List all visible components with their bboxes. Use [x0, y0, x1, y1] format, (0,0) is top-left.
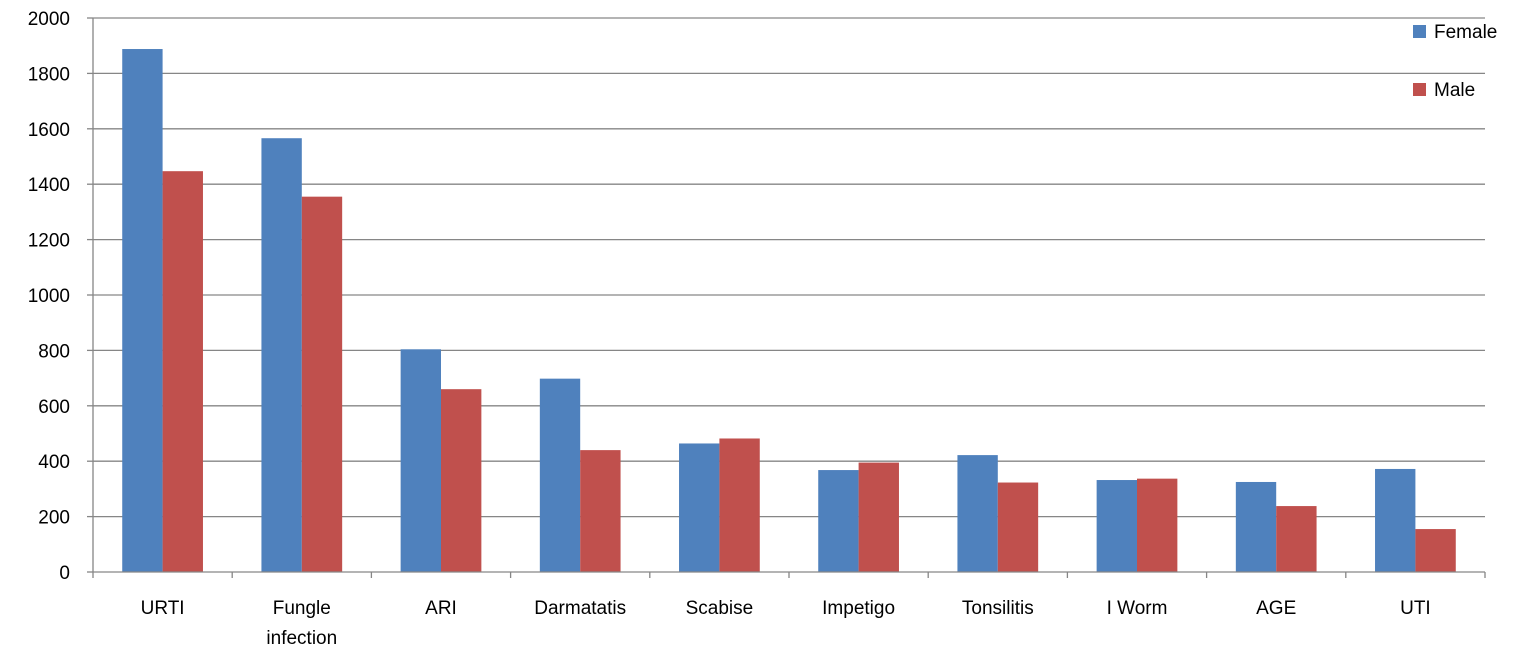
x-tick-labels: URTI Fungle infection ARI Darmatatis Scabise I… [141, 598, 1431, 649]
bar-male-4 [719, 438, 760, 572]
y-tick-label: 1400 [28, 175, 70, 196]
bars [122, 49, 1456, 573]
bar-female-0 [122, 49, 163, 573]
bar-male-3 [580, 450, 621, 572]
bar-male-7 [1137, 478, 1178, 572]
bar-male-5 [858, 462, 899, 572]
y-tick-label: 600 [38, 397, 70, 418]
y-tick-label: 0 [59, 563, 70, 584]
bar-male-8 [1276, 506, 1317, 572]
x-tick-label: Tonsilitis [962, 598, 1034, 619]
bar-male-1 [301, 196, 343, 573]
legend-swatch-female [1413, 25, 1426, 38]
y-tick-labels: 0 200 400 600 800 1000 1200 1400 1600 1800 2000 [28, 9, 70, 584]
bar-female-8 [1235, 481, 1277, 572]
x-tick-label: URTI [141, 598, 185, 619]
x-tick-label: Impetigo [822, 598, 895, 619]
x-tick-label: Darmatatis [534, 598, 626, 619]
y-tick-label: 800 [38, 341, 70, 362]
bar-female-7 [1096, 480, 1137, 572]
x-tick-label: UTI [1400, 598, 1431, 619]
bar-female-2 [400, 349, 441, 572]
legend: Female Male [1413, 22, 1497, 101]
bar-male-9 [1415, 529, 1456, 572]
y-tick-label: 1600 [28, 120, 70, 141]
legend-label-male: Male [1434, 80, 1475, 101]
bar-male-6 [997, 482, 1039, 572]
bar-female-6 [957, 455, 998, 572]
x-tick-label: AGE [1256, 598, 1296, 619]
y-tick-label: 400 [38, 452, 70, 473]
y-tick-label: 1800 [28, 64, 70, 85]
axes [87, 17, 1486, 578]
bar-female-3 [539, 378, 581, 572]
bar-female-5 [818, 470, 859, 572]
legend-label-female: Female [1434, 22, 1497, 43]
x-tick-label: Scabise [686, 598, 754, 619]
x-tick-label: Fungle infection [266, 598, 337, 649]
x-tick-label: I Worm [1107, 598, 1168, 619]
legend-swatch-male [1413, 83, 1426, 96]
bar-female-9 [1375, 468, 1416, 572]
bar-female-4 [679, 443, 720, 572]
bar-male-0 [162, 171, 203, 572]
y-tick-label: 1000 [28, 286, 70, 307]
y-tick-label: 2000 [28, 9, 70, 30]
bar-female-1 [261, 138, 302, 572]
y-tick-label: 1200 [28, 231, 70, 252]
x-tick-label: ARI [425, 598, 457, 619]
y-tick-label: 200 [38, 508, 70, 529]
bar-male-2 [441, 389, 482, 572]
